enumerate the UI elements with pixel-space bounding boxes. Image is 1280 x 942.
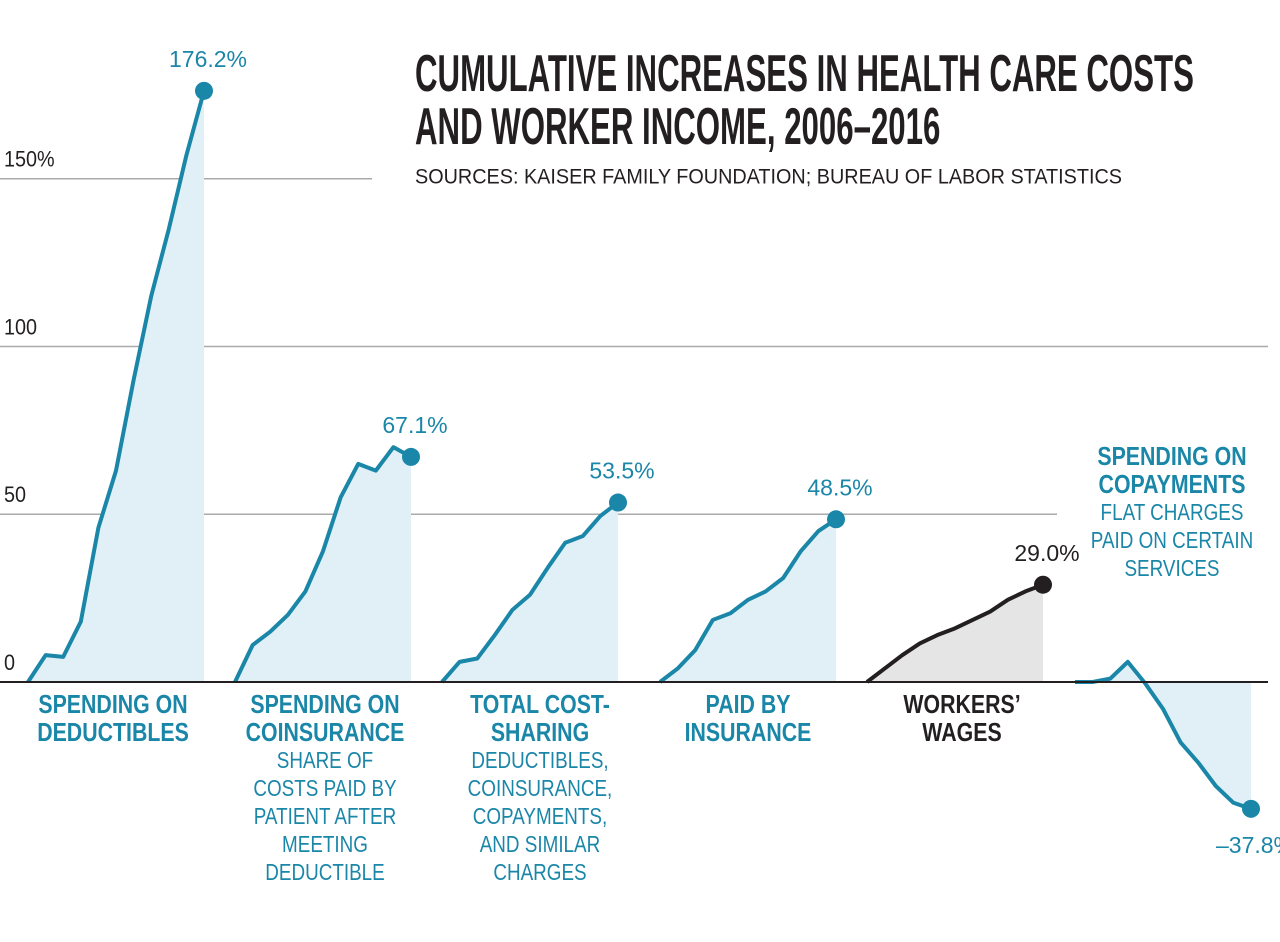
series-label: PAID BY INSURANCE: [678, 690, 817, 746]
end-point: [195, 81, 213, 100]
chart-title: CUMULATIVE INCREASES IN HEALTH CARE COST…: [415, 45, 1194, 156]
series-name: TOTAL COST-SHARING: [470, 689, 610, 747]
line: [658, 517, 838, 684]
value-label: 67.1%: [382, 412, 447, 438]
end-point: [402, 447, 420, 466]
subtitle: SOURCES: KAISER FAMILY FOUNDATION; BUREA…: [415, 166, 1122, 189]
series: 176.2%: [26, 46, 247, 684]
series: 67.1%: [233, 412, 448, 683]
series-label: SPENDING ON COPAYMENTS FLAT CHARGES PAID …: [1090, 442, 1254, 582]
end-point: [609, 493, 627, 512]
value-label: 29.0%: [1014, 540, 1079, 566]
area: [442, 502, 618, 682]
series-label: WORKERS’ WAGES: [896, 690, 1027, 746]
y-tick-label: 150%: [4, 148, 55, 172]
area: [235, 447, 411, 682]
end-point: [1242, 799, 1260, 818]
y-tick-label: 100: [4, 315, 37, 339]
line: [26, 90, 206, 684]
line: [440, 500, 620, 684]
series-label: TOTAL COST-SHARING DEDUCTIBLES, COINSURAN…: [466, 690, 614, 886]
series-description: DEDUCTIBLES, COINSURANCE, COPAYMENTS, AN…: [467, 747, 613, 885]
series-name: SPENDING ON COPAYMENTS: [1097, 441, 1247, 499]
series-name: SPENDING ON DEDUCTIBLES: [37, 689, 189, 747]
series-description: SHARE OF COSTS PAID BY PATIENT AFTER MEE…: [253, 747, 397, 885]
value-label: 176.2%: [169, 46, 247, 72]
y-tick-label: 0: [4, 651, 15, 675]
series: 29.0%: [865, 540, 1080, 684]
series-name: WORKERS’ WAGES: [903, 689, 1021, 747]
end-point: [827, 510, 845, 529]
area: [867, 584, 1043, 682]
series-label: SPENDING ON COINSURANCE SHARE OF COSTS PA…: [243, 690, 407, 886]
series-name: SPENDING ON COINSURANCE: [245, 689, 405, 747]
value-label: –37.8%: [1216, 832, 1280, 858]
area: [1075, 661, 1251, 809]
value-label: 53.5%: [589, 458, 654, 484]
series: 48.5%: [658, 474, 873, 684]
series-name: PAID BY INSURANCE: [684, 689, 812, 747]
value-label: 48.5%: [807, 474, 872, 500]
series-label: SPENDING ON DEDUCTIBLES: [37, 690, 189, 746]
line: [865, 582, 1044, 684]
series: 53.5%: [440, 458, 655, 684]
line: [1075, 659, 1252, 811]
y-tick-label: 50: [4, 483, 26, 507]
series: –37.8%: [1075, 659, 1280, 858]
end-point: [1034, 575, 1052, 594]
line: [233, 445, 412, 683]
area: [28, 90, 204, 682]
series-description: FLAT CHARGES PAID ON CERTAIN SERVICES: [1090, 499, 1254, 581]
